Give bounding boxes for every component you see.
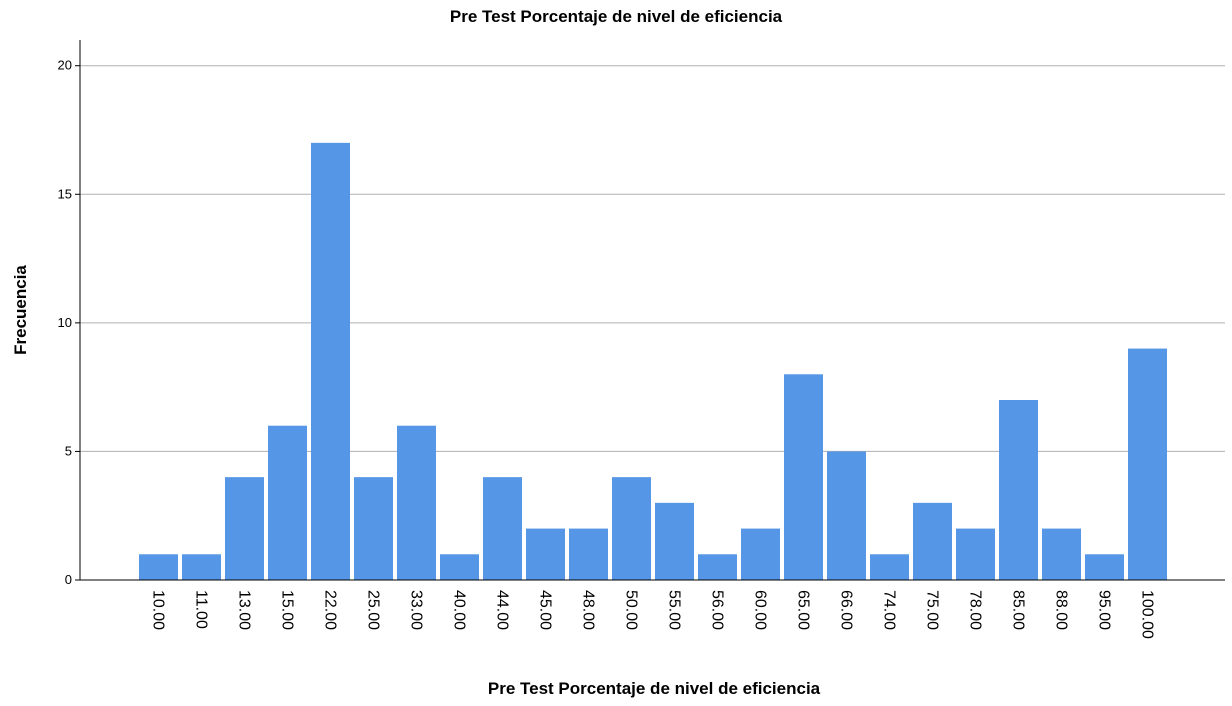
bar [1128,348,1167,580]
bar [354,477,393,580]
bar [397,425,436,580]
bar [698,554,737,580]
bar [956,528,995,580]
x-tick-label: 60.00 [752,590,769,630]
x-tick-label: 65.00 [795,590,812,630]
x-tick-label: 22.00 [322,590,339,630]
bar [483,477,522,580]
bar [655,502,694,580]
bar [225,477,264,580]
bar [311,142,350,580]
x-tick-label: 48.00 [580,590,597,630]
x-tick-label: 74.00 [881,590,898,630]
x-tick-label: 66.00 [838,590,855,630]
bar [870,554,909,580]
bar [1042,528,1081,580]
x-tick-label: 44.00 [494,590,511,630]
x-tick-label: 78.00 [967,590,984,630]
x-axis-title: Pre Test Porcentaje de nivel de eficienc… [488,679,821,698]
y-axis-title: Frecuencia [11,265,30,355]
y-tick-label: 15 [58,186,72,201]
bar [182,554,221,580]
bar [913,502,952,580]
x-tick-label: 100.00 [1139,590,1156,639]
x-tick-label: 45.00 [537,590,554,630]
bar [526,528,565,580]
x-tick-label: 50.00 [623,590,640,630]
y-tick-label: 20 [58,58,72,73]
bar [1085,554,1124,580]
bar [784,374,823,580]
bar [440,554,479,580]
bar [827,451,866,580]
bar [569,528,608,580]
x-tick-label: 88.00 [1053,590,1070,630]
bar [741,528,780,580]
y-tick-label: 5 [65,443,72,458]
y-tick-label: 0 [65,572,72,587]
bar [999,400,1038,580]
bar [139,554,178,580]
y-tick-label: 10 [58,315,72,330]
x-tick-label: 55.00 [666,590,683,630]
x-tick-label: 10.00 [150,590,167,630]
x-tick-label: 95.00 [1096,590,1113,630]
chart-title: Pre Test Porcentaje de nivel de eficienc… [450,7,783,26]
x-tick-label: 33.00 [408,590,425,630]
bar [268,425,307,580]
x-tick-label: 11.00 [193,590,210,629]
x-tick-label: 40.00 [451,590,468,630]
x-tick-label: 56.00 [709,590,726,630]
bar [612,477,651,580]
x-tick-label: 75.00 [924,590,941,630]
x-tick-label: 13.00 [236,590,253,630]
x-tick-label: 85.00 [1010,590,1027,630]
x-tick-label: 15.00 [279,590,296,630]
x-tick-label: 25.00 [365,590,382,630]
